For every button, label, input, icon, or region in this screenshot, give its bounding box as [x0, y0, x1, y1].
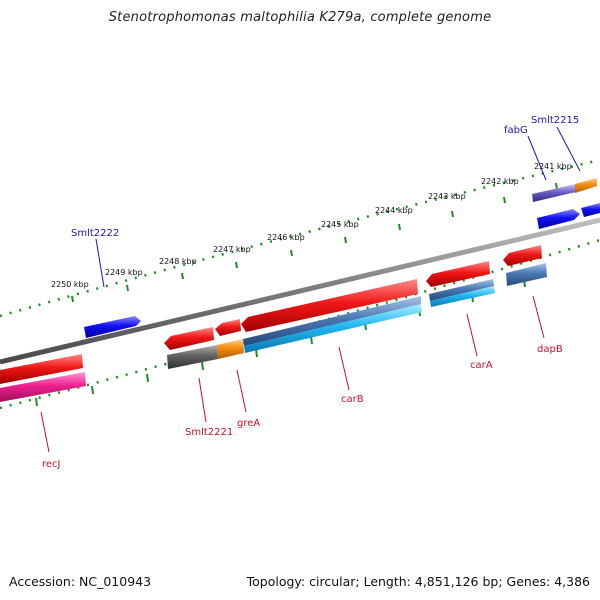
gene-dapB-steel[interactable]	[506, 263, 547, 286]
gene-dapB-red[interactable]	[503, 245, 542, 266]
gene-carB-steel[interactable]	[243, 296, 421, 346]
kbp-label: 2243 kbp	[428, 192, 466, 201]
gene-smlt2222-arrow[interactable]	[84, 316, 141, 338]
kbp-labels: 2250 kbp 2249 kbp 2248 kbp 2247 kbp 2246…	[51, 162, 572, 289]
label-carB[interactable]: carB	[341, 394, 364, 405]
kbp-label: 2245 kbp	[321, 220, 359, 229]
forward-strand-genes	[84, 178, 600, 338]
label-leaders	[40, 126, 581, 453]
gene-left-red[interactable]	[0, 354, 83, 384]
kbp-label: 2244 kbp	[375, 206, 413, 215]
gene-smlt2221-gray[interactable]	[167, 345, 218, 369]
gene-carB-red[interactable]	[241, 279, 418, 332]
gene-fabG-arrow[interactable]	[532, 184, 576, 202]
gene-recJ-arrow[interactable]	[0, 372, 86, 402]
label-smlt2215[interactable]: Smlt2215	[531, 115, 579, 126]
label-smlt2221[interactable]: Smlt2221	[185, 427, 233, 438]
kbp-label: 2242 kbp	[481, 177, 519, 186]
kbp-label: 2249 kbp	[105, 268, 143, 277]
label-smlt2222[interactable]: Smlt2222	[71, 228, 119, 239]
reverse-strand-genes	[0, 245, 547, 402]
gene-blue-right-2[interactable]	[581, 203, 600, 217]
accession-text: Accession: NC_010943	[9, 574, 152, 589]
gene-smlt2215-arrow[interactable]	[575, 178, 597, 193]
gene-red-small[interactable]	[215, 319, 241, 336]
map-title: Stenotrophomonas maltophilia K279a, comp…	[108, 10, 492, 25]
label-recJ[interactable]: recJ	[42, 459, 61, 470]
kbp-label: 2246 kbp	[267, 233, 305, 242]
genome-backbone	[0, 217, 600, 365]
gene-carB-cyan[interactable]	[244, 304, 422, 353]
label-dapB[interactable]: dapB	[537, 344, 563, 355]
genome-stats-text: Topology: circular; Length: 4,851,126 bp…	[246, 574, 590, 589]
outer-major-ticks	[71, 182, 558, 303]
kbp-label: 2248 kbp	[159, 257, 197, 266]
gene-blue-right-1[interactable]	[537, 209, 580, 229]
kbp-label: 2247 kbp	[213, 245, 251, 254]
gene-greA-orange[interactable]	[217, 339, 244, 359]
label-carA[interactable]: carA	[470, 360, 493, 371]
outer-tick-track	[0, 158, 600, 318]
gene-carA-cyan[interactable]	[430, 286, 495, 307]
gene-carA-steel[interactable]	[429, 279, 494, 301]
label-fabG[interactable]: fabG	[504, 125, 528, 136]
gene-carA-red[interactable]	[426, 261, 490, 287]
kbp-label: 2250 kbp	[51, 280, 89, 289]
gene-labels: recJ Smlt2221 greA carB carA dapB Smlt22…	[42, 115, 579, 470]
kbp-label: 2241 kbp	[534, 162, 572, 171]
label-greA[interactable]: greA	[237, 418, 260, 429]
gene-red-smlt2221[interactable]	[164, 327, 214, 350]
